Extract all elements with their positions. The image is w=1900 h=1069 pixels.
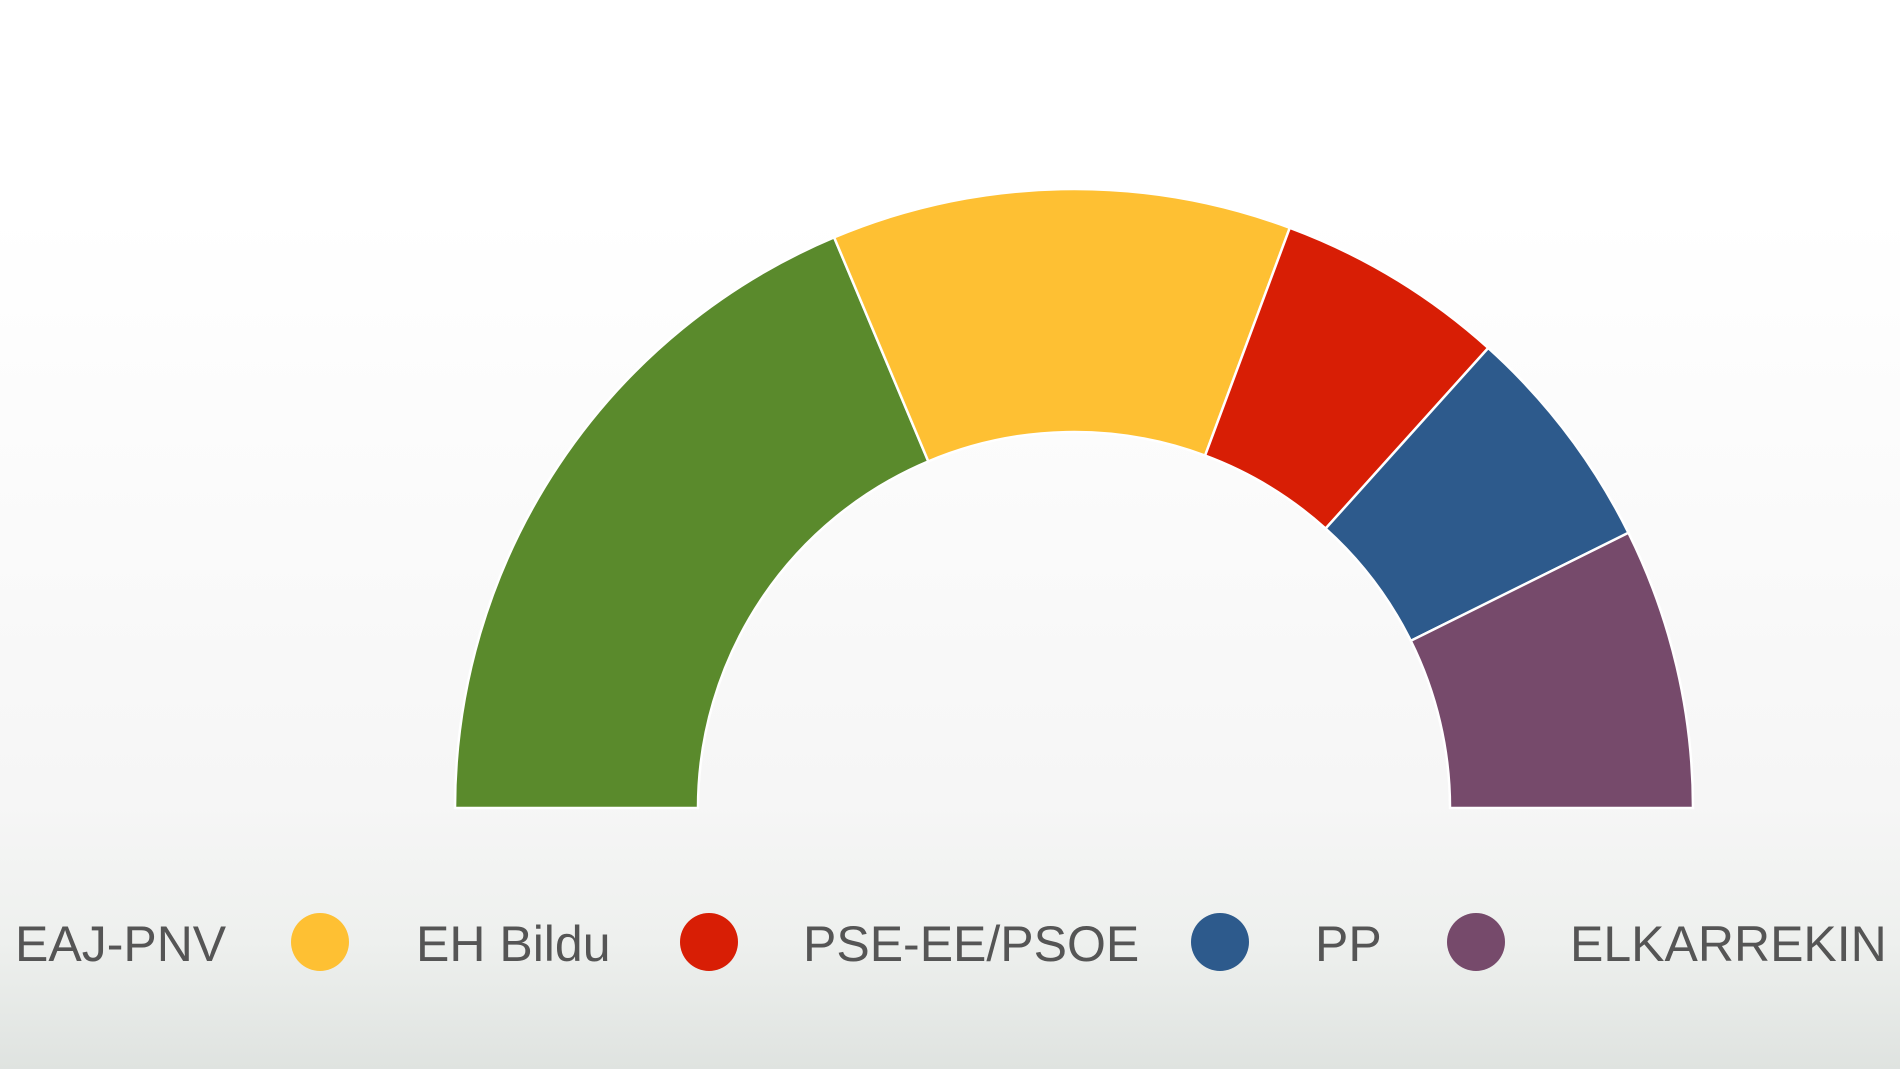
legend-marker	[1447, 913, 1505, 971]
legend: EAJ-PNV EH Bildu PSE-EE/PSOE PP ELKARREKIN P…	[15, 913, 1900, 972]
legend-label: PP	[1315, 916, 1382, 972]
legend-marker	[291, 913, 349, 971]
legend-label: EAJ-PNV	[15, 916, 227, 972]
legend-marker	[680, 913, 738, 971]
legend-label: EH Bildu	[416, 916, 611, 972]
slices	[453, 187, 1695, 810]
legend-marker	[1191, 913, 1249, 971]
legend-label: ELKARREKIN PODEMOS	[1570, 916, 1900, 972]
slice	[453, 235, 930, 810]
slice	[832, 187, 1292, 464]
slice	[1409, 531, 1695, 810]
legend-label: PSE-EE/PSOE	[803, 916, 1139, 972]
